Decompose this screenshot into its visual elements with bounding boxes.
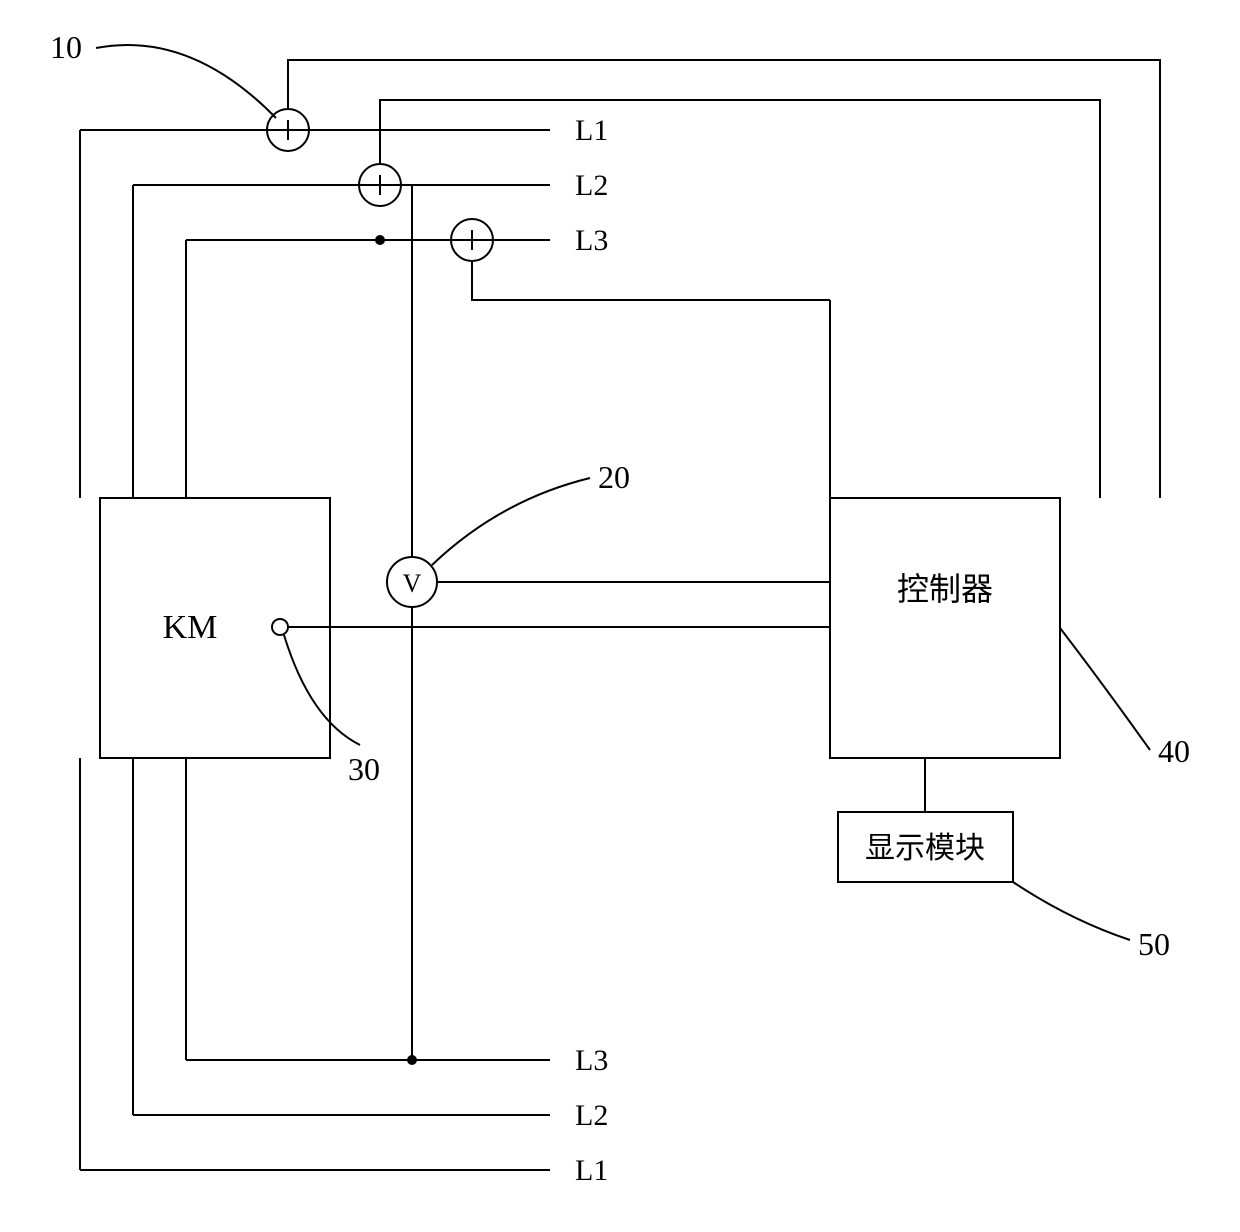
ref-30: 30	[348, 751, 380, 787]
label-l3-bot: L3	[575, 1044, 608, 1077]
junction-l2-l3	[375, 235, 385, 245]
ref-20: 20	[598, 459, 630, 495]
leader-50	[1013, 882, 1130, 940]
controller-label: 控制器	[897, 571, 993, 607]
display-label: 显示模块	[865, 832, 985, 865]
km-label: KM	[163, 609, 218, 646]
sense-l3	[472, 261, 830, 300]
ref-50: 50	[1138, 926, 1170, 962]
leader-10	[96, 45, 276, 118]
ref-40: 40	[1158, 733, 1190, 769]
leader-40	[1060, 628, 1150, 750]
label-l2-top: L2	[575, 169, 608, 202]
leader-30	[284, 635, 360, 745]
controller-box	[830, 498, 1060, 758]
label-l2-bot: L2	[575, 1099, 608, 1132]
schematic-svg: KM 控制器 显示模块 V	[0, 0, 1240, 1232]
svg-text:V: V	[403, 569, 422, 598]
ref-10: 10	[50, 29, 82, 65]
voltmeter: V	[387, 557, 437, 607]
km-terminal	[272, 619, 288, 635]
schematic-canvas: KM 控制器 显示模块 V	[0, 0, 1240, 1232]
junction-bottom	[407, 1055, 417, 1065]
label-l1-bot: L1	[575, 1154, 608, 1187]
label-l3-top: L3	[575, 224, 608, 257]
sense-l1	[288, 60, 1160, 498]
leader-20	[432, 478, 590, 565]
label-l1-top: L1	[575, 114, 608, 147]
